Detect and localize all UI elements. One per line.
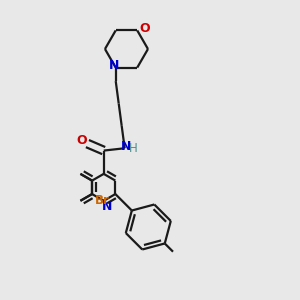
Text: O: O (76, 134, 87, 147)
Text: N: N (109, 59, 119, 72)
Text: H: H (129, 142, 138, 155)
Text: N: N (101, 200, 112, 213)
Text: Br: Br (95, 194, 110, 206)
Text: O: O (140, 22, 150, 35)
Text: N: N (121, 140, 131, 153)
